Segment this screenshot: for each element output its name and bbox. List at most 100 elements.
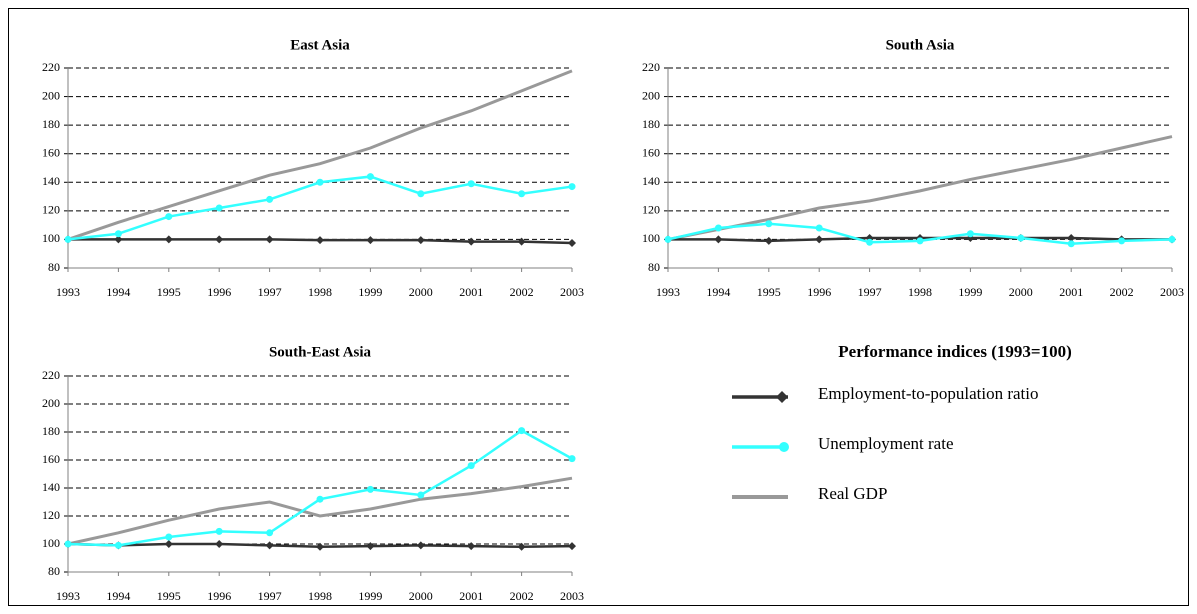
marker (164, 540, 173, 548)
marker (764, 236, 773, 245)
y-tick-label: 220 (642, 60, 660, 74)
legend-marker (776, 391, 788, 403)
marker (417, 491, 425, 499)
marker (265, 541, 274, 550)
x-tick-label: 1997 (858, 285, 882, 299)
y-tick-label: 180 (42, 424, 60, 438)
marker (114, 230, 122, 238)
marker (165, 213, 173, 221)
marker (1017, 234, 1025, 242)
x-tick-label: 1994 (106, 285, 130, 299)
marker (714, 224, 722, 232)
x-tick-label: 1995 (157, 285, 181, 299)
x-tick-label: 2000 (409, 589, 433, 603)
x-tick-label: 2001 (459, 589, 483, 603)
marker (1118, 237, 1126, 245)
x-tick-label: 1993 (656, 285, 680, 299)
x-tick-label: 2002 (510, 285, 534, 299)
legend-label: Real GDP (818, 484, 887, 503)
chart-title: East Asia (290, 37, 350, 53)
y-tick-label: 200 (42, 396, 60, 410)
marker (316, 495, 324, 503)
marker (1168, 235, 1176, 243)
marker (215, 527, 223, 535)
marker (366, 236, 375, 245)
marker (1067, 240, 1075, 248)
marker (518, 190, 526, 198)
legend-title: Performance indices (1993=100) (838, 342, 1071, 361)
marker (366, 542, 375, 551)
series-line (67, 69, 573, 241)
marker (316, 178, 324, 186)
marker (215, 235, 224, 244)
y-tick-label: 80 (648, 260, 660, 274)
marker (64, 540, 72, 548)
chart-title: South Asia (886, 37, 955, 53)
x-tick-label: 1994 (706, 285, 730, 299)
series-line (667, 135, 1173, 241)
chart-title: South-East Asia (269, 344, 372, 360)
x-tick-label: 1995 (757, 285, 781, 299)
y-tick-label: 160 (42, 452, 60, 466)
x-tick-label: 1996 (207, 589, 231, 603)
y-tick-label: 100 (42, 231, 60, 245)
marker (517, 542, 526, 551)
legend-label: Unemployment rate (818, 434, 954, 453)
y-tick-label: 200 (642, 88, 660, 102)
y-tick-label: 220 (42, 368, 60, 382)
marker (866, 238, 874, 246)
marker (664, 235, 672, 243)
marker (215, 204, 223, 212)
x-tick-label: 1996 (207, 285, 231, 299)
y-tick-label: 180 (42, 117, 60, 131)
x-tick-label: 1998 (908, 285, 932, 299)
y-tick-label: 140 (42, 480, 60, 494)
legend-marker (779, 442, 789, 452)
marker (518, 427, 526, 435)
marker (366, 173, 374, 181)
marker (114, 541, 122, 549)
marker (366, 485, 374, 493)
marker (416, 541, 425, 550)
x-tick-label: 1998 (308, 589, 332, 603)
marker (568, 542, 576, 551)
marker (568, 239, 576, 247)
x-tick-label: 2003 (1160, 285, 1184, 299)
x-tick-label: 1997 (258, 285, 282, 299)
x-tick-label: 2001 (1059, 285, 1083, 299)
x-tick-label: 1993 (56, 589, 80, 603)
marker (467, 180, 475, 188)
y-tick-label: 120 (42, 203, 60, 217)
x-tick-label: 1997 (258, 589, 282, 603)
x-tick-label: 1998 (308, 285, 332, 299)
x-tick-label: 2000 (1009, 285, 1033, 299)
series-line (67, 476, 573, 546)
marker (265, 235, 274, 244)
frame (8, 8, 1189, 606)
marker (916, 237, 924, 245)
marker (215, 540, 224, 548)
x-tick-label: 1999 (358, 589, 382, 603)
marker (568, 455, 576, 463)
x-tick-label: 2000 (409, 285, 433, 299)
legend-label: Employment-to-population ratio (818, 384, 1039, 403)
x-tick-label: 1993 (56, 285, 80, 299)
marker (765, 220, 773, 228)
x-tick-label: 1996 (807, 285, 831, 299)
y-tick-label: 180 (642, 117, 660, 131)
marker (815, 235, 824, 244)
marker (266, 529, 274, 537)
x-tick-label: 1999 (358, 285, 382, 299)
x-tick-label: 2003 (560, 589, 584, 603)
marker (417, 190, 425, 198)
marker (165, 533, 173, 541)
marker (64, 235, 72, 243)
marker (164, 235, 173, 244)
marker (815, 224, 823, 232)
marker (966, 230, 974, 238)
marker (266, 195, 274, 203)
x-tick-label: 1994 (106, 589, 130, 603)
marker (517, 237, 526, 246)
marker (114, 235, 123, 244)
